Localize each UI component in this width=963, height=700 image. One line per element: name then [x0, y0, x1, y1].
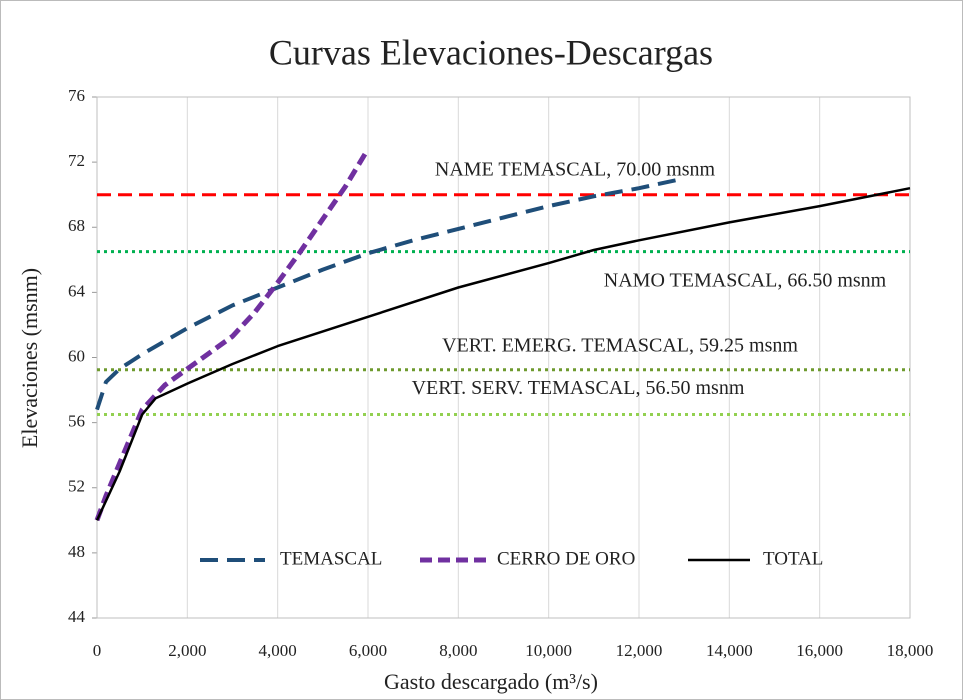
x-tick-label: 4,000	[259, 641, 297, 660]
x-tick-label: 18,000	[887, 641, 934, 660]
x-tick-label: 6,000	[349, 641, 387, 660]
x-tick-label: 12,000	[616, 641, 663, 660]
reference-label: VERT. SERV. TEMASCAL, 56.50 msnm	[412, 377, 745, 399]
y-axis-label: Elevaciones (msnm)	[17, 268, 42, 448]
legend-label: TOTAL	[763, 548, 823, 569]
reference-label: NAME TEMASCAL, 70.00 msnm	[435, 158, 716, 180]
plot-border	[96, 96, 911, 619]
y-tick-label: 64	[68, 281, 86, 300]
y-tick-label: 60	[68, 346, 85, 365]
x-tick-label: 16,000	[796, 641, 843, 660]
y-tick-label: 68	[68, 216, 85, 235]
x-tick-label: 2,000	[168, 641, 206, 660]
y-tick-label: 48	[68, 542, 85, 561]
x-tick-label: 10,000	[525, 641, 572, 660]
series-line	[94, 147, 371, 522]
y-tick-label: 76	[68, 86, 85, 105]
x-axis-label: Gasto descargado (m³/s)	[384, 669, 598, 694]
x-tick-label: 0	[93, 641, 102, 660]
series-line	[95, 176, 685, 411]
y-tick-label: 72	[68, 151, 85, 170]
y-tick-label: 44	[68, 607, 86, 626]
chart-title: Curvas Elevaciones-Descargas	[269, 32, 713, 72]
x-tick-label: 8,000	[439, 641, 477, 660]
reference-label: NAMO TEMASCAL, 66.50 msnm	[604, 269, 887, 291]
y-tick-label: 52	[68, 477, 85, 496]
legend-label: CERRO DE ORO	[497, 548, 635, 569]
reference-label: VERT. EMERG. TEMASCAL, 59.25 msnm	[442, 334, 798, 356]
series-line	[95, 186, 911, 521]
y-tick-label: 56	[68, 412, 85, 431]
legend-label: TEMASCAL	[280, 548, 382, 569]
x-tick-label: 14,000	[706, 641, 753, 660]
